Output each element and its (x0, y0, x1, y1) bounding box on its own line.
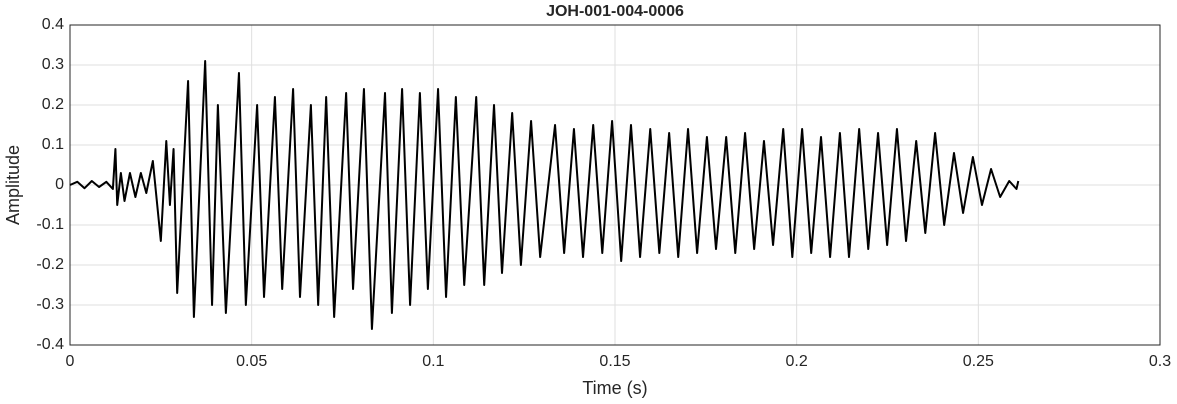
y-tick-label: -0.1 (36, 216, 64, 233)
y-tick-label: 0.2 (42, 96, 64, 113)
x-tick-label: 0 (66, 353, 75, 370)
x-axis-label: Time (s) (582, 378, 647, 398)
x-tick-label: 0.15 (599, 353, 630, 370)
y-tick-label: 0 (55, 176, 64, 193)
y-tick-label: -0.2 (36, 256, 64, 273)
y-tick-label: -0.3 (36, 296, 64, 313)
chart-title: JOH-001-004-0006 (546, 3, 684, 20)
x-tick-label: 0.1 (422, 353, 444, 370)
y-tick-label: -0.4 (36, 336, 64, 353)
y-axis-label: Amplitude (3, 145, 23, 225)
y-tick-label: 0.4 (42, 16, 64, 33)
x-tick-label: 0.05 (236, 353, 267, 370)
x-tick-label: 0.3 (1149, 353, 1171, 370)
x-tick-label: 0.25 (963, 353, 994, 370)
y-tick-label: 0.3 (42, 56, 64, 73)
y-tick-label: 0.1 (42, 136, 64, 153)
waveform-line (69, 60, 1020, 330)
x-tick-label: 0.2 (786, 353, 808, 370)
